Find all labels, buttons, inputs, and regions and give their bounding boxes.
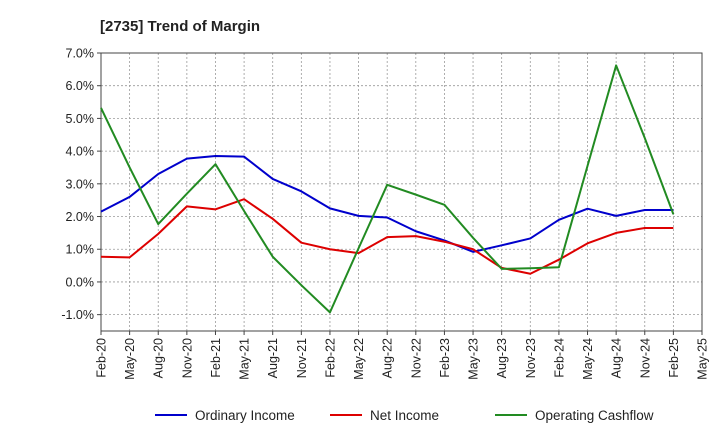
x-tick-label: Feb-24 bbox=[552, 338, 566, 378]
y-tick-label: 7.0% bbox=[66, 47, 95, 61]
x-tick-label: May-23 bbox=[467, 338, 481, 380]
x-tick-label: Aug-23 bbox=[495, 338, 509, 378]
plot-area-frame bbox=[100, 52, 703, 332]
x-tick-label: Aug-24 bbox=[610, 338, 624, 378]
y-tick-label: 0.0% bbox=[66, 275, 95, 289]
x-axis-ticks: Feb-20 May-20 Aug-20 Nov-20 Feb-21 May-21 Aug-… bbox=[95, 331, 710, 380]
x-tick-label: Nov-21 bbox=[295, 338, 309, 378]
y-tick-label: 3.0% bbox=[66, 177, 95, 191]
operating-cashflow-line bbox=[100, 64, 675, 314]
y-tick-label: 5.0% bbox=[66, 112, 95, 126]
y-tick-label: 2.0% bbox=[66, 210, 95, 224]
x-tick-label: May-25 bbox=[696, 338, 710, 380]
x-tick-label: Nov-23 bbox=[524, 338, 538, 378]
x-tick-label: Nov-20 bbox=[180, 338, 194, 378]
x-tick-label: Aug-21 bbox=[266, 338, 280, 378]
net-income-line bbox=[100, 198, 674, 275]
y-axis-ticks: -1.0% 0.0% 1.0% 2.0% 3.0% 4.0% 5.0% 6.0% 7.0% bbox=[61, 47, 101, 322]
y-tick-label: 6.0% bbox=[66, 79, 95, 93]
x-tick-label: Aug-22 bbox=[381, 338, 395, 378]
x-tick-label: May-20 bbox=[123, 338, 137, 380]
x-tick-label: May-21 bbox=[238, 338, 252, 380]
series-lines bbox=[100, 64, 675, 314]
x-tick-label: Feb-23 bbox=[438, 338, 452, 378]
x-tick-label: Feb-21 bbox=[209, 338, 223, 378]
x-tick-label: Nov-22 bbox=[409, 338, 423, 378]
x-tick-label: May-22 bbox=[352, 338, 366, 380]
x-tick-label: Feb-25 bbox=[667, 338, 681, 378]
legend-label-net-income: Net Income bbox=[370, 408, 439, 423]
legend-label-operating-cashflow: Operating Cashflow bbox=[535, 408, 654, 423]
y-tick-label: -1.0% bbox=[61, 308, 94, 322]
x-tick-label: Feb-22 bbox=[323, 338, 337, 378]
ordinary-income-line bbox=[100, 155, 674, 253]
x-tick-label: May-24 bbox=[581, 338, 595, 380]
x-tick-label: Feb-20 bbox=[95, 338, 109, 378]
legend-label-ordinary-income: Ordinary Income bbox=[195, 408, 295, 423]
x-tick-label: Aug-20 bbox=[152, 338, 166, 378]
grid bbox=[101, 52, 702, 331]
x-tick-label: Nov-24 bbox=[638, 338, 652, 378]
legend: Ordinary Income Net Income Operating Cashf… bbox=[155, 408, 654, 423]
chart-title: [2735] Trend of Margin bbox=[100, 18, 260, 35]
y-tick-label: 4.0% bbox=[66, 145, 95, 159]
y-tick-label: 1.0% bbox=[66, 243, 95, 257]
